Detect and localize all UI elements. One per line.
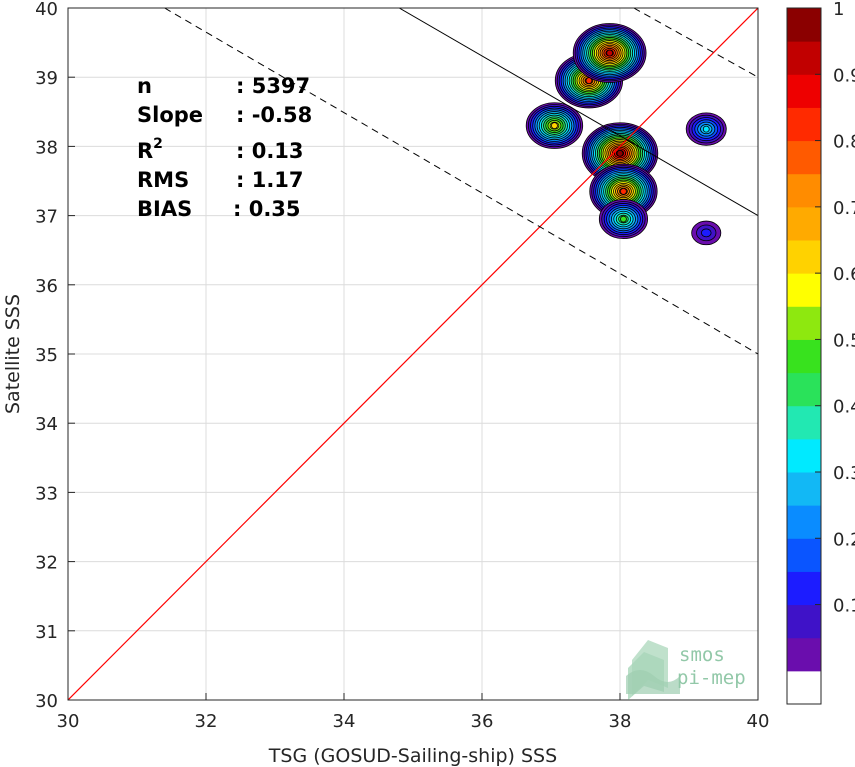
colorbar-tick-label-0.5: 0.5	[833, 330, 855, 351]
density-level-3-20	[616, 149, 624, 157]
colorbar-swatch-8	[787, 405, 821, 440]
colorbar-frame	[786, 7, 822, 705]
logo-text-smos: smos	[679, 644, 725, 666]
y-axis-label: Satellite SSS	[2, 294, 24, 414]
x-tick-label-36: 36	[471, 711, 494, 732]
density-cluster-7	[691, 220, 722, 246]
colorbar-swatch-1	[787, 637, 821, 672]
regression-line	[398, 8, 758, 217]
logo-graphic-icon	[626, 640, 680, 700]
colorbar-ticks: 0.1 0.2 0.3 0.4 0.5 0.6 0.7 0.8 0.9 1	[815, 0, 855, 617]
colorbar-swatch-18	[787, 74, 821, 108]
colorbar-tick-label-0.6: 0.6	[833, 264, 855, 285]
stat-rms-label: RMS	[137, 168, 189, 192]
reference-lines	[68, 8, 758, 700]
colorbar-swatch-5	[787, 505, 821, 539]
density-level-4-17	[620, 187, 627, 195]
colorbar-tick-label-0.4: 0.4	[833, 397, 855, 418]
y-tick-label-31: 31	[35, 622, 58, 643]
colorbar-swatch-3	[787, 571, 821, 606]
colorbar	[787, 8, 821, 705]
colorbar-swatch-11	[787, 306, 821, 340]
colorbar-swatch-17	[787, 107, 821, 142]
stat-bias-label: BIAS	[137, 197, 192, 221]
stat-rms-value: : 1.17	[236, 168, 304, 192]
colorbar-swatch-12	[787, 273, 821, 307]
y-tick-label-37: 37	[35, 207, 58, 228]
colorbar-swatch-16	[787, 140, 821, 175]
y-tick-label-38: 38	[35, 137, 58, 158]
colorbar-swatch-10	[787, 339, 821, 374]
colorbar-swatch-7	[787, 438, 821, 473]
x-tick-label-32: 32	[195, 711, 218, 732]
colorbar-swatch-20	[787, 8, 821, 42]
stats-annotation: n : 5397 Slope : -0.58 R2 : 0.13 RMS : 1…	[137, 74, 312, 221]
stat-r2-value: : 0.13	[236, 139, 304, 163]
density-cluster-6	[685, 112, 727, 146]
stat-r2-label: R2	[137, 136, 163, 163]
logo-text-pi-mep: pi-mep	[677, 667, 746, 689]
y-tick-label-35: 35	[35, 345, 58, 366]
x-axis-ticks: 30 32 34 36 38 40	[57, 693, 770, 732]
x-tick-label-40: 40	[747, 711, 770, 732]
density-cluster-5	[598, 199, 648, 240]
envelope-line-0	[164, 8, 758, 355]
colorbar-swatch-0	[787, 670, 821, 705]
y-tick-label-36: 36	[35, 276, 58, 297]
identity-line	[68, 8, 758, 700]
colorbar-swatch-19	[787, 41, 821, 75]
x-tick-label-38: 38	[609, 711, 632, 732]
colorbar-tick-label-0.2: 0.2	[833, 529, 855, 550]
stat-r2-superscript: 2	[153, 136, 163, 152]
x-axis-label: TSG (GOSUD-Sailing-ship) SSS	[268, 745, 557, 767]
stat-n-value: : 5397	[236, 74, 310, 98]
y-tick-label-34: 34	[35, 414, 58, 435]
density-level-2-19	[606, 49, 614, 57]
colorbar-tick-label-0.8: 0.8	[833, 132, 855, 153]
colorbar-swatch-13	[787, 240, 821, 274]
density-level-7-3	[700, 228, 712, 238]
density-cluster-2	[572, 23, 647, 83]
colorbar-tick-label-0.3: 0.3	[833, 463, 855, 484]
y-tick-label-33: 33	[35, 483, 58, 504]
stat-slope-value: : -0.58	[236, 103, 312, 127]
colorbar-swatch-2	[787, 604, 821, 639]
density-cluster-0	[525, 102, 584, 149]
colorbar-tick-label-0.9: 0.9	[833, 65, 855, 86]
density-level-6-7	[702, 125, 710, 133]
y-tick-label-39: 39	[35, 68, 58, 89]
colorbar-swatch-6	[787, 472, 821, 506]
density-level-5-10	[620, 215, 627, 223]
colorbar-swatch-4	[787, 538, 821, 572]
density-level-0-13	[551, 122, 558, 130]
stat-n-label: n	[137, 74, 152, 98]
x-tick-label-30: 30	[57, 711, 80, 732]
y-tick-label-40: 40	[35, 0, 58, 20]
smos-pi-mep-logo: smos pi-mep	[626, 640, 746, 700]
stat-slope-label: Slope	[137, 103, 203, 127]
colorbar-tick-label-1: 1	[833, 0, 844, 20]
colorbar-tick-label-0.7: 0.7	[833, 198, 855, 219]
stat-r2-base: R	[137, 139, 153, 163]
colorbar-swatch-14	[787, 206, 821, 241]
density-contours	[525, 23, 727, 246]
y-axis-ticks: 30 31 32 33 34 35 36 37 38 39 40	[35, 0, 75, 712]
colorbar-swatch-15	[787, 173, 821, 208]
colorbar-swatch-9	[787, 372, 821, 407]
y-tick-label-32: 32	[35, 553, 58, 574]
stat-bias-value: : 0.35	[233, 197, 301, 221]
x-tick-label-34: 34	[333, 711, 356, 732]
colorbar-tick-label-0.1: 0.1	[833, 596, 855, 617]
y-tick-label-30: 30	[35, 691, 58, 712]
